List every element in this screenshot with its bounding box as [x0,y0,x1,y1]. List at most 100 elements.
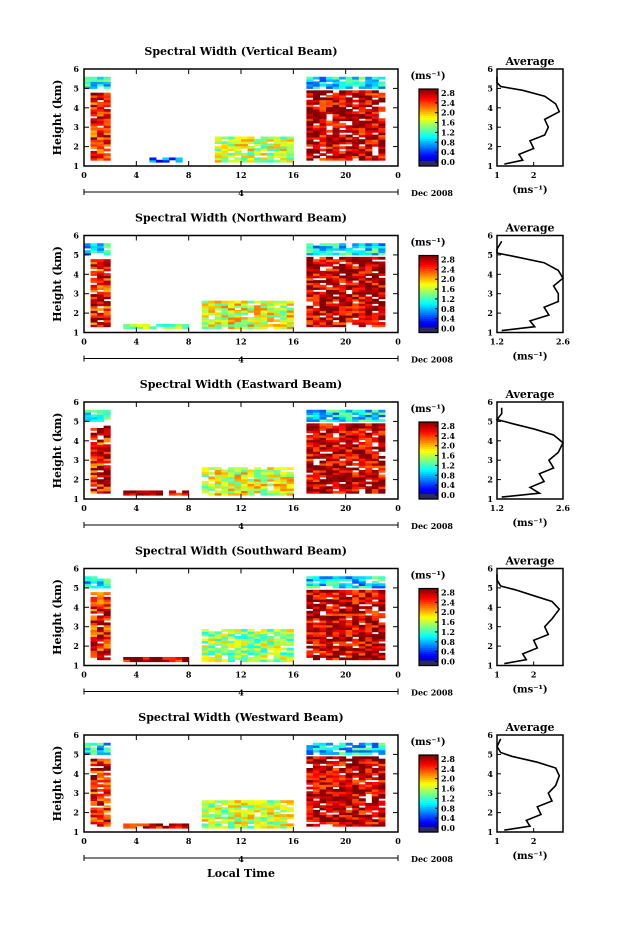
heatmap-cell [312,261,320,265]
heatmap-cell [103,425,111,429]
heatmap-cell [378,250,386,254]
heatmap-cell [326,146,334,150]
heatmap-cell [339,779,347,783]
heatmap-cell [234,471,242,475]
heatmap-cell [371,622,379,626]
heatmap-cell [306,412,314,415]
heatmap-cell [339,294,347,297]
heatmap-cell [371,636,379,640]
heatmap-cell [103,578,111,582]
heatmap-cell [319,108,327,112]
y-tick-label: 3 [73,122,79,132]
heatmap-cell [234,636,242,639]
heatmap-cell [371,742,379,746]
heatmap-cell [312,749,320,753]
heatmap-cell [103,608,111,612]
heatmap-cell [358,414,366,418]
heatmap-cell [312,273,320,276]
heatmap-cell [378,273,386,276]
heatmap-cell [371,483,379,487]
heatmap-cell [312,650,320,654]
y-tick-label: 1 [73,827,79,837]
heatmap-cell [254,152,262,156]
heatmap-cell [319,601,327,605]
y-tick-label: 2 [73,142,79,152]
heatmap-cell [208,326,216,330]
heatmap-cell [267,809,275,813]
profile-y-tick-label: 5 [487,749,493,759]
heatmap-cell [319,256,327,260]
colorbar-unit: (ms⁻¹) [410,737,445,748]
heatmap-cell [306,134,314,138]
heatmap-cell [286,300,294,304]
heatmap-cell [319,287,327,290]
heatmap-cell [326,576,334,580]
heatmap-cell [136,326,144,330]
heatmap-cell [227,814,235,817]
heatmap-cell [378,291,386,295]
heatmap-cell [123,659,131,663]
date-axis-day: 4 [238,521,244,531]
heatmap-cell [345,479,353,483]
heatmap-cell [352,139,360,143]
heatmap-cell [365,772,373,776]
heatmap-cell [339,742,347,746]
heatmap-cell [221,323,229,327]
heatmap-cell [306,770,314,774]
heatmap-cell [90,76,98,80]
heatmap-cell [352,275,360,279]
heatmap-cell [208,825,216,829]
heatmap-cell [326,481,334,485]
heatmap-cell [358,92,366,96]
heatmap-cell [326,795,334,799]
heatmap-cell [103,83,111,87]
colorbar-segment [419,768,438,771]
heatmap-cell [254,326,262,330]
heatmap-cell [371,106,379,110]
heatmap-cell [326,638,334,642]
heatmap-cell [97,793,105,797]
heatmap-cell [97,578,105,582]
heatmap-cell [155,823,163,827]
heatmap-cell [312,592,320,595]
heatmap-cell [90,627,98,630]
heatmap-cell [254,654,262,658]
heatmap-cell [306,308,314,311]
heatmap-cell [358,132,366,136]
heatmap-cell [221,809,229,813]
heatmap-cell [326,613,334,616]
heatmap-cell [345,155,353,159]
heatmap-cell [339,486,347,490]
heatmap-cell [345,809,353,813]
heatmap-cell [352,412,360,415]
heatmap-cell [312,786,320,790]
heatmap-cell [306,823,314,827]
colorbar-segment [419,816,438,820]
heatmap-cell [306,800,314,804]
heatmap-cell [90,134,98,138]
heatmap-cell [84,580,92,584]
heatmap-cell [241,636,249,639]
heatmap-cell [254,656,262,660]
heatmap-cell [90,777,98,781]
y-tick-label: 6 [73,64,79,74]
heatmap-cell [286,309,294,313]
heatmap-cell [365,305,373,309]
colorbar-segment [419,117,438,121]
heatmap-cell [280,642,288,646]
heatmap-cell [247,825,255,829]
heatmap-cell [149,825,157,829]
heatmap-cell [345,301,353,304]
colorbar-tick-label: 1.2 [441,294,455,304]
heatmap-cell [352,296,360,300]
heatmap-cell [345,742,353,746]
heatmap-cell [90,261,98,265]
heatmap-cell [365,462,373,466]
heatmap-cell [208,485,216,489]
heatmap-cell [332,589,340,593]
heatmap-cell [358,412,366,415]
heatmap-cell [97,261,105,265]
heatmap-cell [378,655,386,658]
colorbar-segment [419,801,438,804]
heatmap-cell [247,469,255,473]
